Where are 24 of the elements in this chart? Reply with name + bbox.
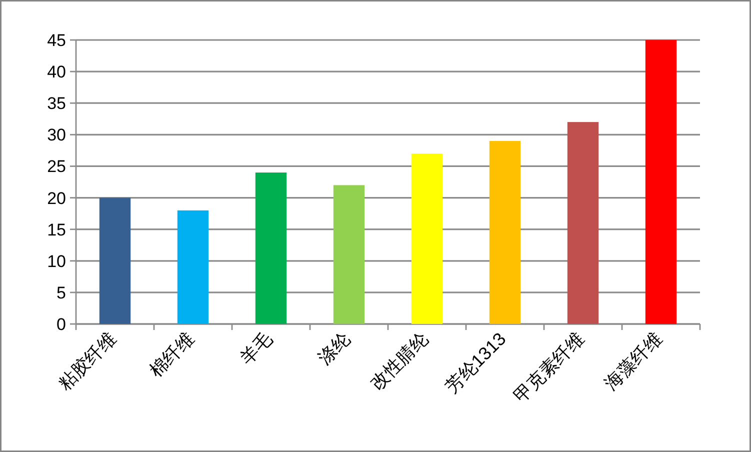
bar (567, 122, 599, 324)
x-tick-label: 棉纤维 (146, 328, 198, 382)
bar (99, 198, 131, 324)
bar (411, 154, 443, 324)
y-tick-label: 30 (47, 126, 66, 145)
y-tick-label: 35 (47, 94, 66, 114)
y-tick-label: 15 (47, 220, 66, 240)
y-tick-label: 40 (47, 62, 66, 82)
y-tick-label: 10 (47, 252, 66, 271)
bar (645, 40, 677, 324)
bar (177, 210, 209, 324)
x-tick-label: 羊毛 (236, 328, 276, 368)
x-tick-label: 海藻纤维 (600, 328, 666, 394)
y-tick-label: 25 (47, 157, 66, 176)
x-tick-label: 涤纶 (314, 328, 354, 368)
bar (333, 185, 365, 324)
bar (489, 140, 521, 324)
y-tick-label: 45 (47, 31, 66, 50)
bar (255, 172, 287, 324)
y-tick-label: 5 (56, 283, 66, 302)
x-tick-label: 甲克素纤维 (510, 328, 588, 406)
y-tick-label: 20 (47, 188, 66, 208)
x-tick-label: 改性腈纶 (366, 328, 432, 394)
y-tick-label: 0 (56, 315, 66, 334)
